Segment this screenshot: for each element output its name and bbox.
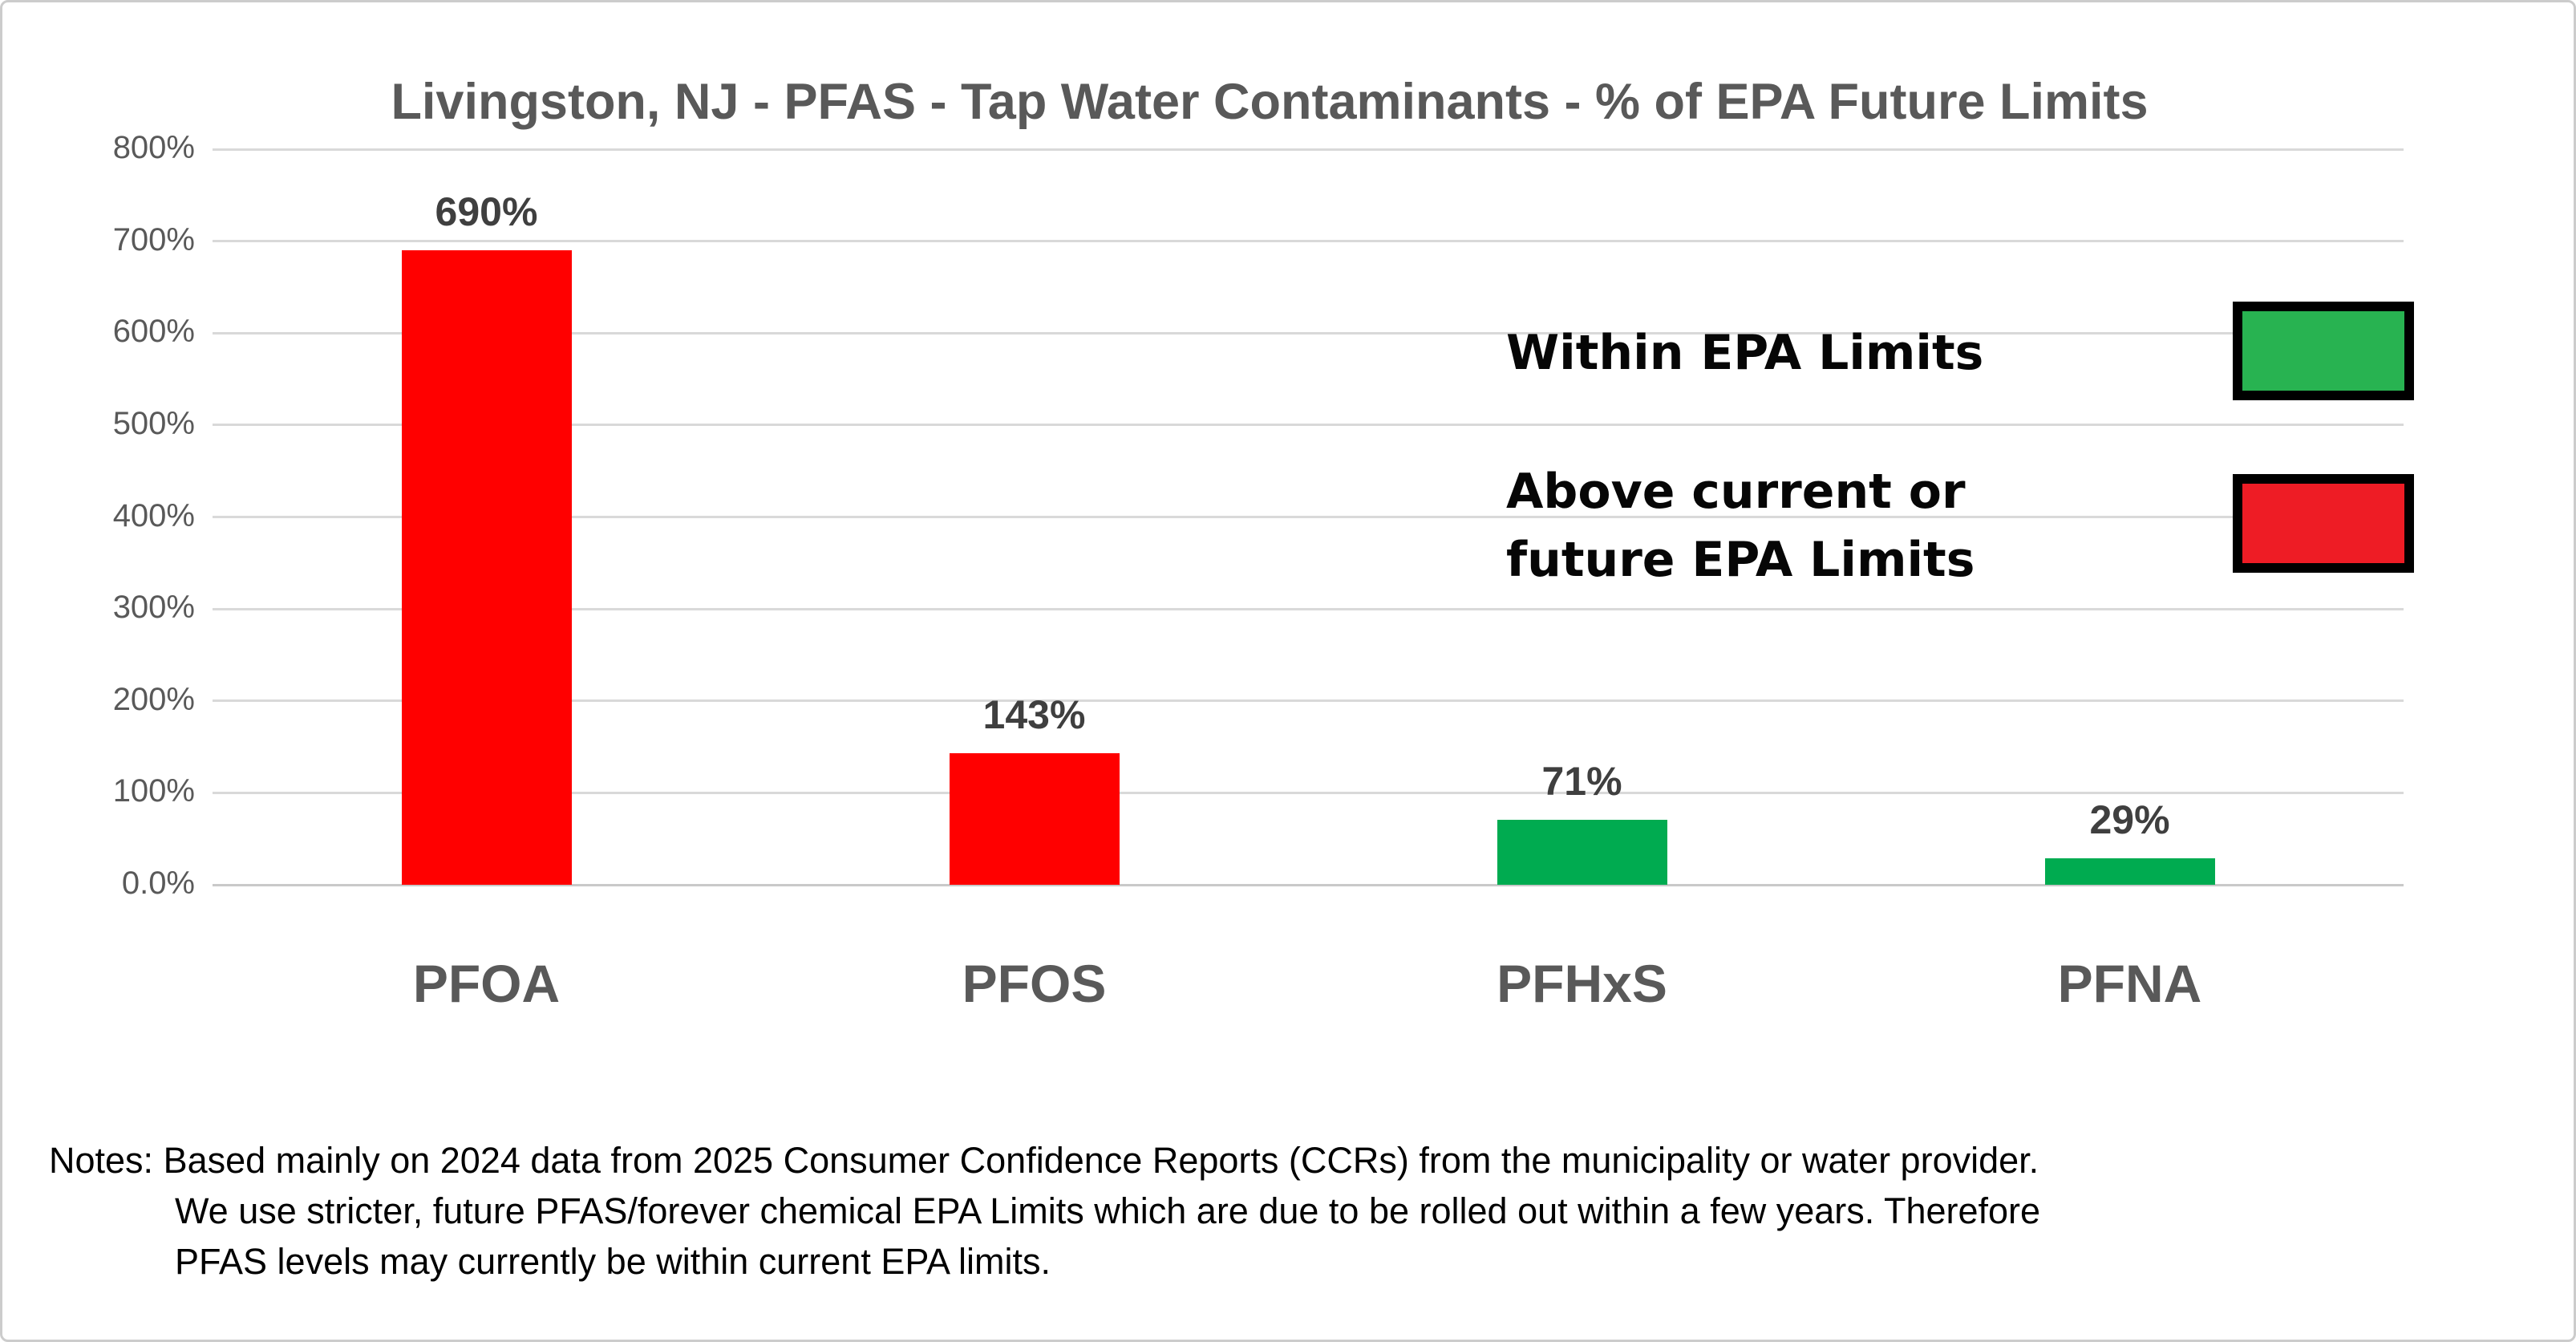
- value-label-pfoa: 690%: [435, 189, 538, 235]
- y-tick-label-700pct: 700%: [112, 221, 195, 257]
- y-tick-label-200pct: 200%: [112, 681, 195, 717]
- gridline-600pct: [213, 331, 2404, 334]
- category-label-pfoa: PFOA: [412, 954, 561, 1013]
- legend-swatch-above-epa-limits: [2233, 474, 2414, 573]
- y-tick-label-0pct: 0.0%: [121, 866, 195, 901]
- notes-line3: PFAS levels may currently be within curr…: [175, 1241, 1051, 1282]
- category-label-pfos: PFOS: [962, 954, 1107, 1013]
- legend-swatch-within-epa-limits: [2233, 302, 2414, 400]
- bar-pfoa: [401, 250, 572, 885]
- y-tick-label-800pct: 800%: [112, 130, 195, 165]
- notes-line1: Based mainly on 2024 data from 2025 Cons…: [163, 1140, 2039, 1181]
- gridline-200pct: [213, 699, 2404, 703]
- value-label-pfos: 143%: [982, 692, 1086, 738]
- value-label-pfna: 29%: [2089, 797, 2170, 842]
- notes-block: Notes: Based mainly on 2024 data from 20…: [49, 1135, 2574, 1287]
- gridline-0pct: [213, 883, 2404, 886]
- y-tick-label-400pct: 400%: [112, 497, 195, 533]
- gridline-800pct: [213, 148, 2404, 151]
- gridline-400pct: [213, 516, 2404, 518]
- y-tick-label-600pct: 600%: [112, 314, 195, 350]
- bar-pfos: [949, 753, 1120, 885]
- category-label-pfna: PFNA: [2057, 954, 2202, 1013]
- legend-label-above-epa-limits: Above current or future EPA Limits: [1506, 458, 1975, 594]
- legend-label-within-epa-limits: Within EPA Limits: [1506, 325, 1984, 381]
- legend-label-above-line2: future EPA Limits: [1506, 532, 1975, 588]
- value-label-pfhxs: 71%: [1541, 758, 1622, 804]
- legend-label-above-line1: Above current or: [1506, 464, 1966, 520]
- y-tick-label-100pct: 100%: [112, 773, 195, 809]
- gridline-500pct: [213, 424, 2404, 427]
- plot-area: 690% PFOA 143% PFOS 71% PFHxS 29% PFNA: [213, 148, 2404, 1013]
- category-label-pfhxs: PFHxS: [1497, 954, 1667, 1013]
- chart-title: Livingston, NJ - PFAS - Tap Water Contam…: [391, 74, 2149, 130]
- notes-prefix: Notes:: [49, 1140, 154, 1181]
- gridline-700pct: [213, 240, 2404, 243]
- y-tick-label-500pct: 500%: [112, 405, 195, 441]
- bar-pfna: [2044, 858, 2215, 885]
- bar-pfhxs: [1497, 819, 1667, 885]
- y-tick-label-300pct: 300%: [112, 590, 195, 626]
- gridline-300pct: [213, 607, 2404, 610]
- gridline-100pct: [213, 791, 2404, 794]
- notes-line2: We use stricter, future PFAS/forever che…: [175, 1190, 2041, 1231]
